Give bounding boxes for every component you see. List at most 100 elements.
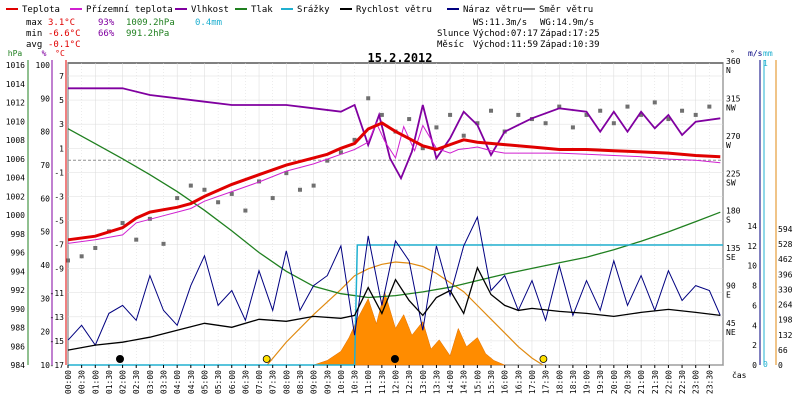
temperature-tick-label: -7 (54, 241, 64, 250)
x-tick-label: 16:00 (501, 370, 510, 394)
x-tick-label: 12:30 (405, 370, 414, 394)
temperature-tick-label: -9 (54, 265, 64, 274)
wind-direction-tick-direction: SE (726, 253, 736, 262)
wind-direction-point (270, 196, 275, 201)
x-tick-label: 19:30 (596, 370, 605, 394)
x-tick-label: 21:00 (637, 370, 646, 394)
x-tick-label: 04:30 (187, 370, 196, 394)
chart-title: 15.2.2012 (367, 51, 432, 65)
pressure-tick-label: 998 (11, 230, 26, 239)
wind-direction-point (570, 125, 575, 130)
wind-direction-point (448, 112, 453, 117)
x-tick-label: 16:30 (514, 370, 523, 394)
wind-direction-point (243, 208, 248, 213)
x-tick-label: 05:30 (214, 370, 223, 394)
x-tick-label: 22:30 (678, 370, 687, 394)
wind-direction-point (161, 241, 166, 246)
rain-tick-label: 0 (763, 360, 768, 369)
radiation-tick-label: 132 (778, 331, 793, 340)
pressure-axis-unit: hPa (8, 49, 23, 58)
humidity-axis-unit: % (42, 49, 47, 58)
pressure-tick-label: 996 (11, 249, 26, 258)
moon-phase-marker (116, 355, 124, 363)
max-pressure: 1009.2hPa (126, 18, 175, 28)
x-tick-label: 15:30 (487, 370, 496, 394)
humidity-tick-label: 80 (40, 128, 50, 137)
legend-item: Tlak (235, 5, 273, 15)
radiation-tick-label: 264 (778, 301, 793, 310)
x-tick-label: 22:00 (664, 370, 673, 394)
humidity-tick-label: 50 (40, 228, 50, 237)
temperature-tick-label: -11 (50, 289, 65, 298)
radiation-tick-label: 396 (778, 270, 793, 279)
pressure-tick-label: 1010 (6, 117, 25, 126)
pressure-tick-label: 990 (11, 305, 26, 314)
wind-direction-point (216, 200, 221, 205)
x-tick-label: 11:30 (378, 370, 387, 394)
x-tick-label: 05:00 (200, 370, 209, 394)
wind-direction-point (461, 133, 466, 138)
wind-direction-point (202, 187, 207, 192)
x-tick-label: 18:30 (569, 370, 578, 394)
wind-direction-point (352, 137, 357, 142)
legend-item: Srážky (281, 5, 330, 15)
x-tick-label: 18:00 (555, 370, 564, 394)
sunrise-marker (262, 355, 271, 363)
humidity-tick-label: 20 (40, 328, 50, 337)
humidity-tick-label: 40 (40, 261, 50, 270)
x-tick-label: 10:00 (337, 370, 346, 394)
wind-direction-point (543, 121, 548, 126)
series-temperature (67, 121, 721, 242)
wind-direction-tick-label: 135 (726, 244, 741, 253)
x-tick-label: 21:30 (651, 370, 660, 394)
wind-direction-point (79, 254, 84, 259)
moonset-time: Západ:10:39 (540, 40, 600, 50)
wind-direction-point (120, 221, 125, 226)
wind-direction-point (611, 121, 616, 126)
pressure-tick-label: 1012 (6, 99, 25, 108)
wind-direction-tick-label: 225 (726, 169, 741, 178)
legend-item: Rychlost větru (340, 5, 432, 15)
pressure-tick-label: 1002 (6, 192, 25, 201)
series-wind-gust (67, 215, 721, 347)
wind-speed-max: WS:11.3m/s (473, 18, 527, 28)
wind-direction-point (366, 96, 371, 101)
x-tick-label: 23:30 (705, 370, 714, 394)
x-tick-label: 03:00 (146, 370, 155, 394)
pressure-tick-label: 988 (11, 324, 26, 333)
humidity-tick-label: 70 (40, 161, 50, 170)
humidity-tick-label: 60 (40, 194, 50, 203)
avg-label: avg (26, 40, 42, 50)
temperature-tick-label: -13 (50, 313, 65, 322)
wind-direction-point (434, 125, 439, 130)
wind-direction-tick-direction: S (726, 216, 731, 225)
sunset-marker (539, 355, 548, 363)
wind-direction-point (229, 191, 234, 196)
legend-label: Vlhkost (191, 5, 229, 15)
moonrise-marker (390, 355, 399, 363)
wind-speed-tick-label: 0 (752, 361, 757, 370)
wind-direction-tick-direction: SW (726, 178, 736, 187)
series-ground-temperature (67, 121, 721, 244)
legend-label: Tlak (251, 5, 273, 15)
x-tick-label: 00:00 (64, 370, 73, 394)
humidity-tick-label: 100 (36, 61, 51, 70)
x-tick-label: 17:00 (528, 370, 537, 394)
x-tick-label: 06:30 (241, 370, 250, 394)
min-humidity: 66% (98, 29, 115, 39)
pressure-tick-label: 994 (11, 267, 26, 276)
max-temp: 3.1°C (48, 18, 75, 28)
temperature-tick-label: 3 (59, 120, 64, 129)
wind-direction-point (489, 108, 494, 113)
wind-direction-tick-label: 180 (726, 207, 741, 216)
radiation-tick-label: 528 (778, 240, 793, 249)
wind-direction-tick-direction: N (726, 66, 731, 75)
x-tick-label: 02:30 (132, 370, 141, 394)
legend-item: Náraz větru (447, 5, 523, 15)
wind-speed-tick-label: 4 (752, 321, 757, 330)
pressure-tick-label: 984 (11, 361, 26, 370)
wind-direction-point (666, 117, 671, 122)
x-tick-label: 07:00 (255, 370, 264, 394)
wind-direction-tick-direction: NE (726, 328, 736, 337)
